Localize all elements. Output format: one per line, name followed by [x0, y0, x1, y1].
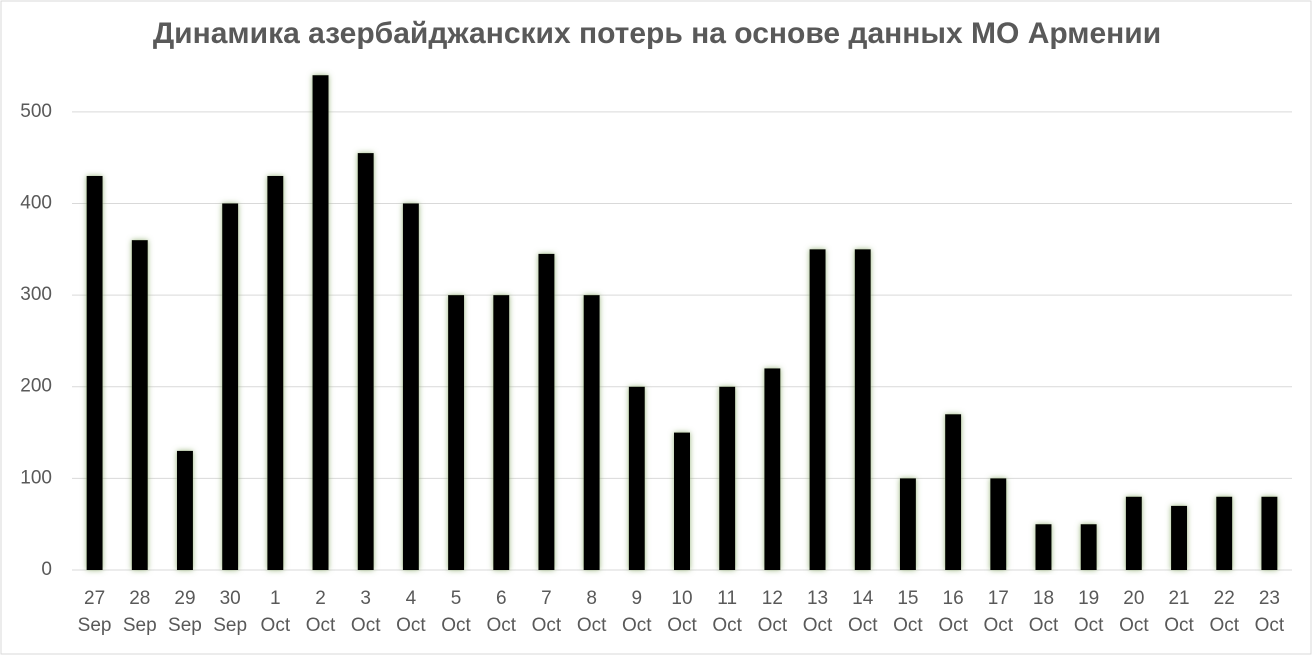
x-tick-label: 16 Oct: [938, 588, 968, 636]
x-tick-label: 27 Sep: [77, 588, 112, 636]
bar: [1080, 524, 1097, 570]
bar: [583, 295, 600, 570]
bar: [493, 295, 510, 570]
bar: [674, 432, 690, 570]
x-tick-label: 10 Oct: [667, 588, 697, 636]
x-tick-label: 7 Oct: [531, 588, 562, 636]
x-tick-label: 2 Oct: [305, 588, 336, 636]
x-tick-label: 5 Oct: [441, 588, 471, 636]
bar: [719, 386, 736, 570]
bar: [312, 75, 329, 570]
bar: [1171, 505, 1188, 570]
x-tick-label: 22 Oct: [1209, 588, 1239, 636]
x-tick-label: 23 Oct: [1254, 588, 1285, 636]
x-tick-label: 1 Oct: [260, 588, 291, 636]
bar: [222, 203, 239, 571]
y-tick-label: 400: [20, 192, 52, 213]
x-tick-label: 29 Sep: [168, 588, 202, 636]
y-tick-label: 500: [20, 101, 52, 122]
bar: [854, 249, 871, 571]
bar: [1125, 496, 1142, 570]
bar: [538, 253, 555, 570]
bar: [357, 153, 374, 570]
x-tick-label: 8 Oct: [576, 588, 607, 636]
x-tick-label: 21 Oct: [1164, 588, 1194, 636]
bar: [402, 203, 419, 571]
x-tick-label: 14 Oct: [847, 588, 878, 636]
x-tick-label: 13 Oct: [802, 588, 833, 636]
x-tick-label: 17 Oct: [983, 588, 1014, 636]
bar: [1035, 524, 1052, 570]
bar: [267, 175, 284, 571]
x-tick-label: 19 Oct: [1073, 588, 1104, 636]
bar: [448, 295, 465, 570]
x-tick-label: 9 Oct: [622, 588, 652, 636]
bar: [628, 386, 645, 570]
bar: [86, 175, 103, 571]
bar: [1216, 496, 1233, 570]
x-tick-label: 20 Oct: [1119, 588, 1149, 636]
x-tick-label: 3 Oct: [350, 588, 381, 636]
x-tick-label: 18 Oct: [1028, 588, 1059, 636]
bar: [990, 478, 1007, 570]
bar: [131, 240, 148, 571]
x-tick-label: 30 Sep: [213, 588, 248, 636]
bar: [176, 450, 193, 570]
x-tick-label: 28 Sep: [122, 588, 157, 636]
x-tick-label: 12 Oct: [757, 588, 788, 636]
bar: [1261, 496, 1278, 570]
y-tick-label: 0: [41, 559, 52, 580]
x-tick-label: 6 Oct: [486, 588, 517, 636]
y-tick-label: 100: [20, 467, 52, 488]
chart-title: Динамика азербайджанских потерь на основ…: [153, 17, 1161, 50]
bar: [764, 368, 781, 570]
x-tick-label: 15 Oct: [893, 588, 923, 636]
y-tick-label: 200: [20, 376, 52, 397]
bar: [945, 414, 962, 570]
x-tick-label: 4 Oct: [396, 588, 426, 636]
y-tick-label: 300: [20, 284, 52, 305]
bar: [809, 249, 826, 571]
x-tick-label: 11 Oct: [712, 588, 742, 636]
bar: [899, 478, 916, 570]
